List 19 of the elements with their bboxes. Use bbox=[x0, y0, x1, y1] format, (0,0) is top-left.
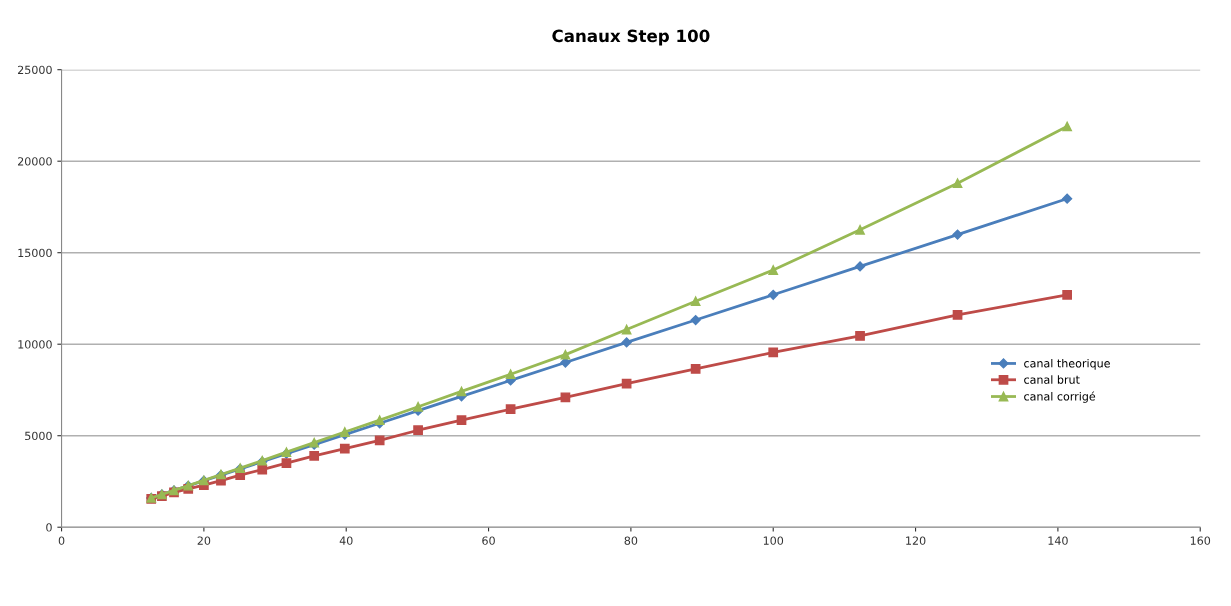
x-tick-label: 160 bbox=[1190, 536, 1211, 545]
chart-title: Canaux Step 100 bbox=[552, 29, 710, 46]
y-tick-label: 5000 bbox=[25, 431, 52, 441]
y-tick-label: 0 bbox=[46, 523, 52, 532]
y-tick-label: 15000 bbox=[18, 248, 52, 258]
x-tick-label: 0 bbox=[58, 536, 65, 545]
x-tick-label: 140 bbox=[1048, 536, 1068, 545]
x-tick-label: 20 bbox=[197, 536, 211, 545]
y-tick-label: 25000 bbox=[17, 65, 52, 75]
x-tick-label: 120 bbox=[906, 536, 926, 545]
x-tick-label: 60 bbox=[482, 536, 495, 545]
y-tick-label: 20000 bbox=[17, 157, 52, 166]
x-tick-label: 40 bbox=[339, 536, 353, 545]
legend-label: canal corrigé bbox=[1024, 391, 1096, 403]
legend-label: canal theorique bbox=[1024, 358, 1110, 370]
y-tick-label: 10000 bbox=[18, 340, 52, 349]
legend-label: canal brut bbox=[1024, 375, 1080, 384]
x-tick-label: 80 bbox=[624, 536, 638, 545]
x-tick-label: 100 bbox=[763, 536, 784, 545]
